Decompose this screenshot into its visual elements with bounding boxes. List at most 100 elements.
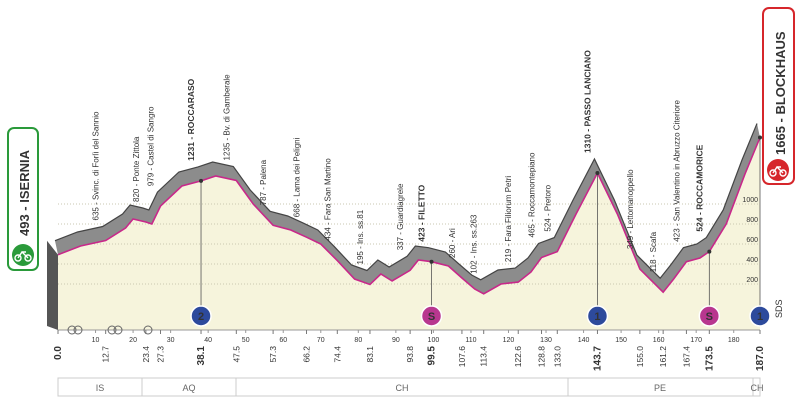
region-label: CH (396, 383, 409, 393)
km-label: 74.4 (332, 346, 342, 363)
km-label: 99.5 (427, 346, 438, 366)
x-tick-label: 110 (465, 337, 476, 344)
km-label: 155.0 (635, 346, 645, 368)
waypoint-label: 524 - ROCCAMORICE (694, 144, 704, 231)
marker-dot (707, 249, 712, 254)
x-tick-label: 140 (578, 337, 590, 344)
waypoint-label: 635 - Svinc. di Forlì del Sannio (92, 111, 101, 220)
km-label: 66.2 (302, 346, 312, 363)
x-tick-label: 170 (690, 337, 702, 344)
x-tick-label: 100 (428, 337, 440, 344)
marker-label: 1 (757, 311, 763, 323)
finish-box (762, 7, 795, 185)
marker-label: S (428, 311, 435, 323)
x-tick-label: 90 (392, 337, 400, 344)
x-tick-label: 10 (92, 337, 100, 344)
waypoint-label: 524 - Pretoro (543, 184, 552, 231)
waypoint-label: 219 - Fara Filiorum Petri (504, 176, 513, 262)
finish-label: 1665 - BLOCKHAUS (773, 31, 788, 155)
waypoint-label: 979 - Castel di Sangro (146, 106, 155, 186)
region-label: PE (654, 383, 666, 393)
logo: SDS (774, 299, 784, 318)
region-label: CH (751, 383, 764, 393)
waypoint-label: 465 - Roccamontepiano (528, 152, 537, 237)
km-label: 143.7 (592, 346, 603, 371)
region-label: AQ (182, 383, 195, 393)
start-label: 493 - ISERNIA (17, 149, 32, 236)
x-tick-label: 150 (615, 337, 627, 344)
marker (749, 305, 771, 327)
x-tick-label: 160 (653, 337, 665, 344)
marker (190, 305, 212, 327)
start-box (7, 127, 39, 271)
profile-fill (58, 137, 760, 330)
bike-icon (14, 250, 32, 262)
waypoint-label: 349 - Lettomanoppello (626, 169, 635, 249)
waypoint-label: 1231 - ROCCARASO (186, 78, 196, 161)
feed-icons (67, 325, 153, 335)
y-tick-label: 800 (746, 217, 758, 224)
km-label: 113.4 (479, 346, 489, 367)
waypoint-label: 434 - Fara San Martino (323, 158, 332, 241)
km-label: 128.8 (537, 346, 547, 368)
marker-dot (595, 171, 600, 175)
y-tick-label: 400 (746, 257, 758, 264)
waypoint-label: 423 - FILETTO (417, 184, 427, 241)
km-label: 27.3 (155, 346, 165, 363)
x-tick-label: 130 (540, 337, 552, 344)
x-tick-label: 180 (728, 337, 740, 344)
waypoint-label: 102 - Ins. ss.263 (470, 214, 479, 274)
km-label: 83.1 (365, 346, 375, 363)
region-label: IS (96, 383, 105, 393)
marker (420, 305, 443, 327)
km-label: 38.1 (196, 346, 207, 366)
marker-dot (199, 178, 204, 183)
waypoint-label: 787 - Palena (259, 159, 268, 205)
km-label: 93.8 (405, 346, 415, 363)
x-tick-label: 40 (204, 337, 212, 344)
km-label: 133.0 (552, 346, 562, 368)
x-tick-label: 50 (242, 337, 250, 344)
x-tick-label: 20 (129, 337, 137, 344)
waypoint-label: 423 - San Valentino in Abruzzo Citeriore (672, 99, 681, 241)
km-label: 187.0 (755, 346, 766, 371)
marker-label: 2 (198, 311, 204, 323)
marker (586, 305, 609, 327)
marker-label: 1 (594, 311, 600, 323)
x-tick-label: 80 (354, 337, 362, 344)
waypoint-label: 260 - Ari (448, 228, 457, 258)
x-tick-label: 70 (317, 337, 325, 344)
profile-ridge (54, 123, 758, 281)
bike-icon (769, 165, 787, 177)
marker (698, 305, 721, 327)
profile-line (57, 137, 761, 295)
finish-icon (767, 159, 789, 181)
km-label: 173.5 (704, 346, 715, 371)
waypoint-label: 668 - Lama dei Peligni (293, 137, 302, 217)
km-label: 23.4 (141, 346, 151, 363)
y-tick-label: 200 (746, 277, 758, 284)
x-tick-label: 30 (167, 337, 175, 344)
waypoint-label: 1310 - PASSO LANCIANO (582, 50, 592, 153)
waypoint-label: 337 - Guardiagrele (396, 183, 405, 250)
marker-dot (429, 259, 434, 264)
km-label: 161.2 (658, 346, 668, 368)
region-strip: IS AQ CH PE CH (57, 377, 764, 397)
marker-dot (758, 135, 762, 140)
waypoint-label: 195 - Ins. ss.81 (356, 209, 365, 264)
x-tick-label: 120 (503, 337, 515, 344)
km-label: 122.6 (513, 346, 523, 368)
y-tick-label: 1000 (742, 197, 758, 204)
start-wall (47, 240, 58, 330)
km-label: 0.0 (53, 346, 64, 360)
km-label: 47.5 (231, 346, 241, 363)
waypoint-label: 118 - Scafa (649, 231, 658, 272)
km-label: 12.7 (101, 346, 111, 363)
km-label: 107.6 (457, 346, 467, 368)
start-icon (12, 244, 34, 266)
km-label: 167.4 (681, 346, 691, 368)
km-label: 57.3 (268, 346, 278, 363)
y-tick-label: 600 (746, 237, 758, 244)
